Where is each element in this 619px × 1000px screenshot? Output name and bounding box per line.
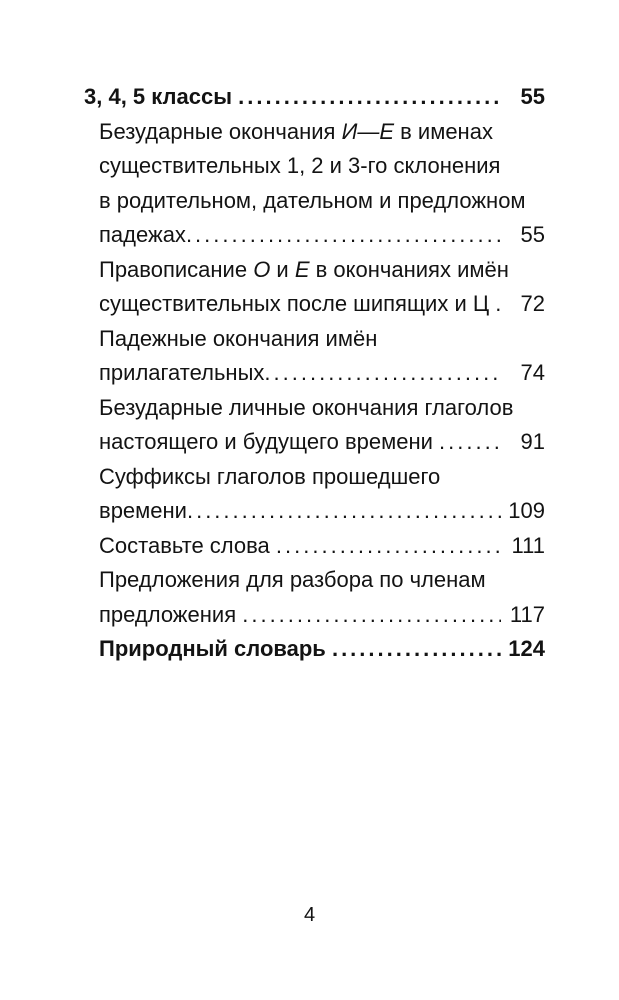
toc-text-segment: 3, 4, 5 классы xyxy=(84,84,239,109)
toc-italic-term: И—Е xyxy=(341,118,394,144)
toc-text-segment: Правописание xyxy=(99,256,254,282)
toc-entry-text: Составьте слова xyxy=(99,529,276,564)
toc-text-segment: в окончаниях имён xyxy=(309,256,509,282)
dot-leader xyxy=(187,494,501,529)
toc-text-segment: и xyxy=(270,256,295,282)
toc-text-segment: Суффиксы глаголов прошедшего xyxy=(99,463,441,489)
toc-entry-text: 3, 4, 5 классы xyxy=(84,80,238,115)
toc-entry-text: Падежные окончания имён xyxy=(99,322,377,357)
toc-page-number: 117 xyxy=(509,601,545,627)
toc-line: Предложения для разбора по членам xyxy=(99,563,545,598)
toc-page-number: 55 xyxy=(520,84,545,109)
toc-text-segment: Безударные окончания xyxy=(99,118,342,144)
dot-leader xyxy=(276,529,501,564)
toc-text-segment: Безударные личные окончания глаголов xyxy=(99,394,514,420)
dot-leader xyxy=(238,80,501,115)
dot-leader xyxy=(264,356,501,391)
toc-page-number: 111 xyxy=(511,532,545,558)
toc-line: Составьте слова 111 xyxy=(99,529,545,564)
toc-entry-text: Суффиксы глаголов прошедшего xyxy=(99,460,440,495)
toc-text-segment: Предложения для разбора по членам xyxy=(99,567,486,592)
toc-entry-text: Предложения для разбора по членам xyxy=(99,563,486,598)
toc-line: Природный словарь 124 xyxy=(99,632,545,667)
toc-line: Падежные окончания имён xyxy=(99,322,545,357)
toc-italic-term: Е xyxy=(294,256,310,282)
toc-text-segment: настоящего и будущего времени xyxy=(99,429,440,454)
toc-entry-text: существительных после шипящих и Ц xyxy=(99,287,495,322)
toc-entry-text: в родительном, дательном и предложном xyxy=(99,184,526,219)
toc-italic-term: О xyxy=(253,256,271,282)
dot-leader xyxy=(186,218,501,253)
toc-entry-text: существительных 1, 2 и 3-го склонения xyxy=(99,149,500,184)
toc-text-segment: существительных 1, 2 и 3-го склонения xyxy=(99,153,501,178)
toc-line: в родительном, дательном и предложном xyxy=(99,184,545,219)
toc-page-number: 55 xyxy=(520,222,545,247)
toc-line: существительных 1, 2 и 3-го склонения xyxy=(99,149,545,184)
toc-text-segment: Природный словарь xyxy=(99,636,332,661)
dot-leader xyxy=(242,598,501,633)
toc-entry-text: Безударные личные окончания глаголов xyxy=(99,391,513,426)
toc-text-segment: в родительном, дательном и предложном xyxy=(99,187,526,213)
toc-line: Правописание О и Е в окончаниях имён xyxy=(99,253,545,288)
page-footer: 4 xyxy=(0,902,619,928)
toc-text-segment: предложения xyxy=(99,601,243,627)
toc-text-segment: в именах xyxy=(394,118,493,144)
dot-leader xyxy=(439,425,501,460)
toc-text-segment: существительных после шипящих и Ц xyxy=(99,291,496,316)
toc-text-segment: Составьте слова xyxy=(99,532,276,558)
dot-leader xyxy=(332,632,501,667)
toc-entry-text: Природный словарь xyxy=(99,632,332,667)
toc-page-number: 109 xyxy=(508,498,545,523)
toc-line: падежах 55 xyxy=(99,218,545,253)
toc-entry-text: Безударные окончания И—Е в именах xyxy=(99,115,493,150)
toc-entry-text: Правописание О и Е в окончаниях имён xyxy=(99,253,509,288)
toc-line: времени 109 xyxy=(99,494,545,529)
toc-line: существительных после шипящих и Ц 72 xyxy=(99,287,545,322)
toc-page-number: 74 xyxy=(520,360,545,385)
toc-entry-text: предложения xyxy=(99,598,242,633)
toc-text-segment: падежах xyxy=(99,222,186,247)
toc-line: Безударные окончания И—Е в именах xyxy=(99,115,545,150)
toc-text-segment: времени xyxy=(99,498,187,523)
toc-line: 3, 4, 5 классы 55 xyxy=(84,80,545,115)
toc-line: Суффиксы глаголов прошедшего xyxy=(99,460,545,495)
toc-entry-text: прилагательных xyxy=(99,356,264,391)
dot-leader xyxy=(495,287,501,322)
toc-entry-text: падежах xyxy=(99,218,186,253)
toc-line: настоящего и будущего времени 91 xyxy=(99,425,545,460)
toc-page-number: 72 xyxy=(520,291,545,316)
toc-entry-text: времени xyxy=(99,494,187,529)
toc-page-number: 124 xyxy=(508,636,545,661)
toc-line: предложения 117 xyxy=(99,598,545,633)
folio-page-number: 4 xyxy=(303,904,316,926)
toc-line: прилагательных 74 xyxy=(99,356,545,391)
toc-text-segment: Падежные окончания имён xyxy=(99,325,378,351)
toc-page-number: 91 xyxy=(520,429,545,454)
toc-line: Безударные личные окончания глаголов xyxy=(99,391,545,426)
toc-text-segment: прилагательных xyxy=(99,360,265,385)
toc-entry-text: настоящего и будущего времени xyxy=(99,425,439,460)
